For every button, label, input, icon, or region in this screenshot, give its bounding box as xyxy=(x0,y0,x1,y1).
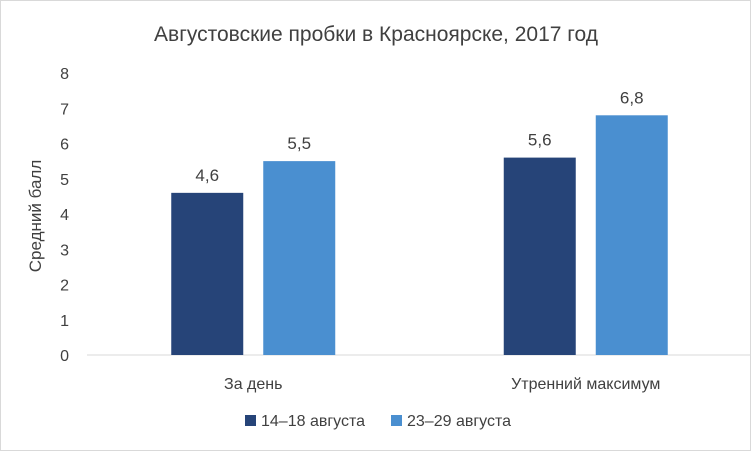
data-labels: 4,6 5,5 5,6 6,8 xyxy=(195,88,643,185)
bar xyxy=(171,192,244,355)
bar xyxy=(503,157,576,355)
y-tick-label: 7 xyxy=(60,101,69,118)
y-tick-label: 1 xyxy=(60,313,69,330)
y-tick-label: 3 xyxy=(60,242,69,259)
y-tick-label: 6 xyxy=(60,137,69,154)
y-tick-label: 0 xyxy=(60,348,69,365)
legend-label: 14–18 августа xyxy=(261,413,365,430)
y-tick-label: 8 xyxy=(60,66,69,83)
category-label: Утренний максимум xyxy=(511,376,660,393)
legend-label: 23–29 августа xyxy=(407,413,511,430)
bar xyxy=(595,115,668,355)
bar xyxy=(263,161,336,355)
data-label: 5,5 xyxy=(287,134,311,153)
y-tick-label: 4 xyxy=(60,207,69,224)
category-labels: За день Утренний максимум xyxy=(224,376,660,393)
legend-swatch xyxy=(391,415,402,426)
y-tick-label: 5 xyxy=(60,172,69,189)
y-tick-label: 2 xyxy=(60,278,69,295)
chart-title: Августовские пробки в Красноярске, 2017 … xyxy=(154,23,598,46)
data-label: 6,8 xyxy=(620,88,644,107)
data-label: 4,6 xyxy=(195,166,219,185)
y-axis-label: Средний балл xyxy=(26,160,45,272)
y-axis-ticks: 0 1 2 3 4 5 6 7 8 xyxy=(60,66,69,365)
data-label: 5,6 xyxy=(528,131,552,150)
legend-swatch xyxy=(245,415,256,426)
category-label: За день xyxy=(224,376,282,393)
bars xyxy=(171,115,668,355)
legend: 14–18 августа 23–29 августа xyxy=(245,413,511,430)
